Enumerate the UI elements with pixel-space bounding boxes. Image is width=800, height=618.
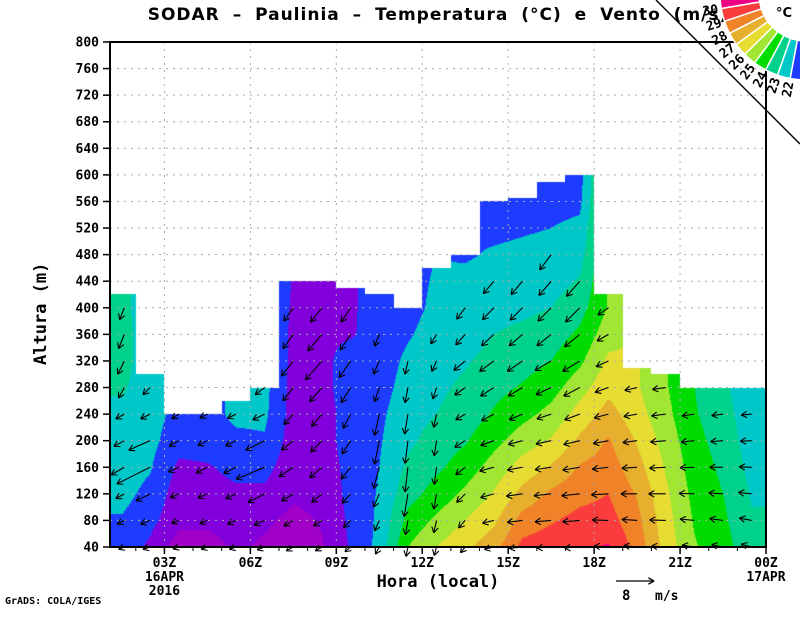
- y-tick-label: 440: [76, 275, 100, 290]
- wind-reference-arrow: [616, 577, 655, 585]
- wind-arrows: [110, 254, 752, 557]
- legend-tick-label: 29: [704, 16, 724, 35]
- y-tick-label: 520: [76, 222, 100, 237]
- y-tick-label: 640: [76, 142, 100, 157]
- x-tick-label: 21Z: [668, 556, 692, 571]
- y-tick-label: 720: [76, 89, 100, 104]
- legend-tick-label: 22: [780, 80, 798, 98]
- y-tick-label: 200: [76, 434, 100, 449]
- y-axis-label: Altura (m): [31, 262, 51, 365]
- y-tick-label: 240: [76, 408, 100, 423]
- y-tick-label: 760: [76, 62, 100, 77]
- x-tick-date-label: 17APR: [746, 570, 785, 585]
- x-tick-label: 00Z: [754, 556, 778, 571]
- y-tick-label: 160: [76, 461, 100, 476]
- x-tick-label: 15Z: [496, 556, 520, 571]
- legend-separator-line: [655, 0, 800, 145]
- legend-tick-label: 27: [717, 41, 738, 62]
- legend-tick-label: 30: [702, 2, 720, 19]
- x-tick-label: 03Z: [153, 556, 177, 571]
- y-tick-label: 280: [76, 381, 100, 396]
- x-tick-label: 12Z: [411, 556, 435, 571]
- page-title: SODAR – Paulinia – Temperatura (°C) e Ve…: [147, 5, 729, 25]
- y-tick-label: 800: [76, 36, 100, 51]
- legend-tick-label: 23: [765, 76, 784, 96]
- x-tick-date-label: 2016: [149, 584, 180, 599]
- legend-tick-label: 24: [751, 69, 772, 90]
- x-tick-label: 18Z: [582, 556, 606, 571]
- grads-credit: GrADS: COLA/IGES: [5, 596, 102, 607]
- y-tick-label: 480: [76, 248, 100, 263]
- axis-ticks: [103, 41, 767, 554]
- y-tick-label: 320: [76, 354, 100, 369]
- legend-tick-label: 28: [710, 28, 731, 49]
- legend-unit-label: °C: [776, 6, 793, 21]
- x-tick-date-label: 16APR: [145, 570, 184, 585]
- plot-frame: [109, 41, 767, 548]
- y-tick-label: 600: [76, 168, 100, 183]
- x-tick-label: 06Z: [239, 556, 263, 571]
- y-tick-label: 40: [83, 541, 99, 556]
- wind-reference-unit: m/s: [655, 589, 679, 604]
- legend-tick-label: 25: [738, 61, 759, 83]
- grid-lines: [110, 42, 766, 547]
- wind-reference-value: 8: [622, 588, 631, 604]
- y-tick-label: 360: [76, 328, 100, 343]
- legend-color-segment: [789, 39, 800, 81]
- y-tick-label: 400: [76, 301, 100, 316]
- temperature-contour-field: [110, 42, 766, 547]
- x-tick-label: 09Z: [325, 556, 349, 571]
- y-tick-label: 560: [76, 195, 100, 210]
- y-tick-label: 680: [76, 115, 100, 130]
- y-tick-labels: 40 80 120 160 200 240 280 320 360 400 440 480 520 560…: [76, 36, 100, 556]
- x-axis-label: Hora (local): [376, 572, 500, 592]
- y-tick-label: 120: [76, 487, 100, 502]
- y-tick-label: 80: [83, 514, 99, 529]
